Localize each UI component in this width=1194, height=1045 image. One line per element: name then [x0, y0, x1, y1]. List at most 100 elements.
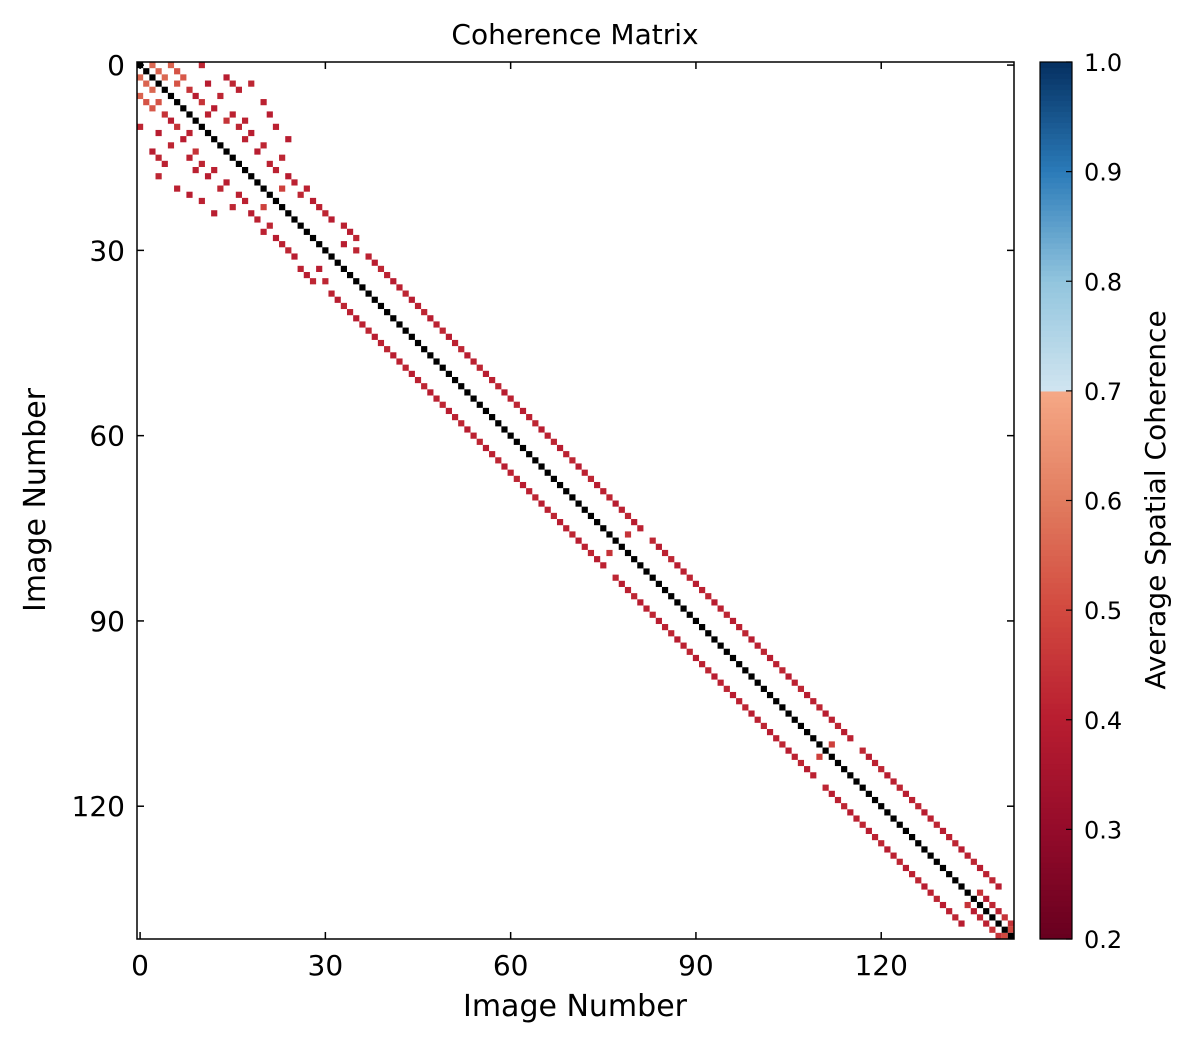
diagonal-cell — [804, 729, 811, 736]
diagonal-cell — [890, 815, 897, 822]
colorbar-segment — [1040, 116, 1072, 123]
diagonal-cell — [501, 426, 508, 433]
y-tick-label: 30 — [89, 234, 125, 267]
colorbar-segment — [1040, 462, 1072, 469]
heatmap-cell — [612, 500, 619, 507]
heatmap-cell — [211, 210, 218, 217]
heatmap-cell — [186, 129, 193, 137]
colorbar-segment — [1040, 626, 1072, 633]
diagonal-cell — [322, 247, 329, 254]
colorbar-segment — [1040, 204, 1072, 211]
diagonal-cell — [810, 735, 817, 742]
heatmap-cell — [865, 753, 872, 760]
heatmap-cell — [167, 62, 175, 69]
diagonal-cell — [365, 290, 372, 297]
heatmap-cell — [871, 759, 879, 767]
heatmap-cell — [581, 469, 588, 476]
colorbar-segment — [1040, 303, 1072, 310]
heatmap-cell — [810, 772, 817, 779]
heatmap-cell — [563, 525, 570, 532]
heatmap-cell — [970, 908, 977, 915]
heatmap-cell — [260, 204, 267, 211]
colorbar-segment — [1040, 566, 1072, 573]
diagonal-cell — [427, 352, 434, 359]
colorbar-segment — [1040, 418, 1072, 425]
diagonal-cell — [976, 901, 984, 909]
heatmap-cell — [161, 160, 168, 167]
heatmap-cell — [427, 315, 434, 322]
diagonal-cell — [513, 438, 520, 445]
heatmap-cell — [365, 327, 372, 334]
heatmap-cell — [371, 333, 378, 340]
colorbar-segment — [1040, 834, 1072, 841]
heatmap-cell — [266, 111, 273, 118]
colorbar-segment — [1040, 840, 1072, 847]
heatmap-cell — [229, 111, 236, 118]
diagonal-cell — [346, 271, 354, 279]
heatmap-cell — [421, 309, 428, 316]
heatmap-cell — [544, 506, 551, 513]
heatmap-cell — [445, 407, 452, 415]
heatmap-cell — [717, 679, 724, 686]
diagonal-cell — [544, 469, 551, 476]
heatmap-cell — [414, 376, 422, 384]
diagonal-cell — [377, 302, 385, 310]
heatmap-cell — [742, 630, 749, 637]
colorbar-segment — [1040, 560, 1072, 567]
heatmap-cell — [705, 667, 712, 674]
heatmap-cell — [946, 908, 953, 915]
colorbar-segment — [1040, 538, 1072, 545]
heatmap-cell — [513, 401, 520, 408]
heatmap-cell — [655, 617, 662, 625]
heatmap-cell — [976, 914, 984, 921]
heatmap-cell — [279, 185, 286, 192]
heatmap-cell — [643, 605, 650, 612]
diagonal-cell — [353, 278, 360, 285]
diagonal-cell — [359, 284, 366, 291]
colorbar-segment — [1040, 347, 1072, 354]
heatmap-cell — [550, 438, 557, 445]
diagonal-cell — [272, 197, 280, 205]
heatmap-cell — [816, 704, 823, 711]
colorbar-segment — [1040, 845, 1072, 852]
colorbar-segment — [1040, 758, 1072, 765]
heatmap-cell — [414, 302, 422, 310]
colorbar-segment — [1040, 533, 1072, 540]
colorbar-segment — [1040, 434, 1072, 441]
heatmap-cell — [841, 803, 848, 810]
heatmap-cell — [853, 815, 860, 822]
diagonal-cell — [773, 698, 780, 705]
colorbar-segment — [1040, 664, 1072, 672]
diagonal-cell — [742, 667, 749, 674]
heatmap-cell — [556, 444, 564, 452]
colorbar-segment — [1040, 780, 1072, 787]
colorbar-segment — [1040, 122, 1072, 129]
heatmap-cell — [711, 599, 718, 606]
diagonal-cell — [637, 562, 644, 569]
diagonal-cell — [414, 339, 422, 347]
colorbar-segment — [1040, 352, 1072, 359]
heatmap-cell — [878, 766, 885, 773]
heatmap-cell — [501, 463, 508, 470]
colorbar-segment — [1040, 171, 1072, 178]
diagonal-cell — [390, 315, 397, 322]
heatmap-cell — [260, 99, 267, 106]
colorbar-segment — [1040, 149, 1072, 156]
diagonal-cell — [303, 228, 310, 235]
diagonal-cell — [371, 296, 378, 303]
colorbar-segment — [1040, 621, 1072, 628]
chart-title: Coherence Matrix — [451, 18, 698, 51]
heatmap-cell — [507, 395, 514, 402]
heatmap-cell — [248, 129, 255, 137]
heatmap-cell — [495, 383, 502, 390]
heatmap-cell — [575, 463, 582, 470]
heatmap-cell — [241, 197, 249, 205]
diagonal-cell — [384, 309, 391, 316]
heatmap-cell — [1007, 920, 1014, 927]
heatmap-cell — [655, 543, 662, 550]
heatmap-cell — [328, 216, 335, 223]
diagonal-cell — [470, 395, 477, 402]
colorbar-segment — [1040, 253, 1072, 260]
colorbar-segment — [1040, 884, 1072, 891]
heatmap-cell — [285, 173, 292, 180]
